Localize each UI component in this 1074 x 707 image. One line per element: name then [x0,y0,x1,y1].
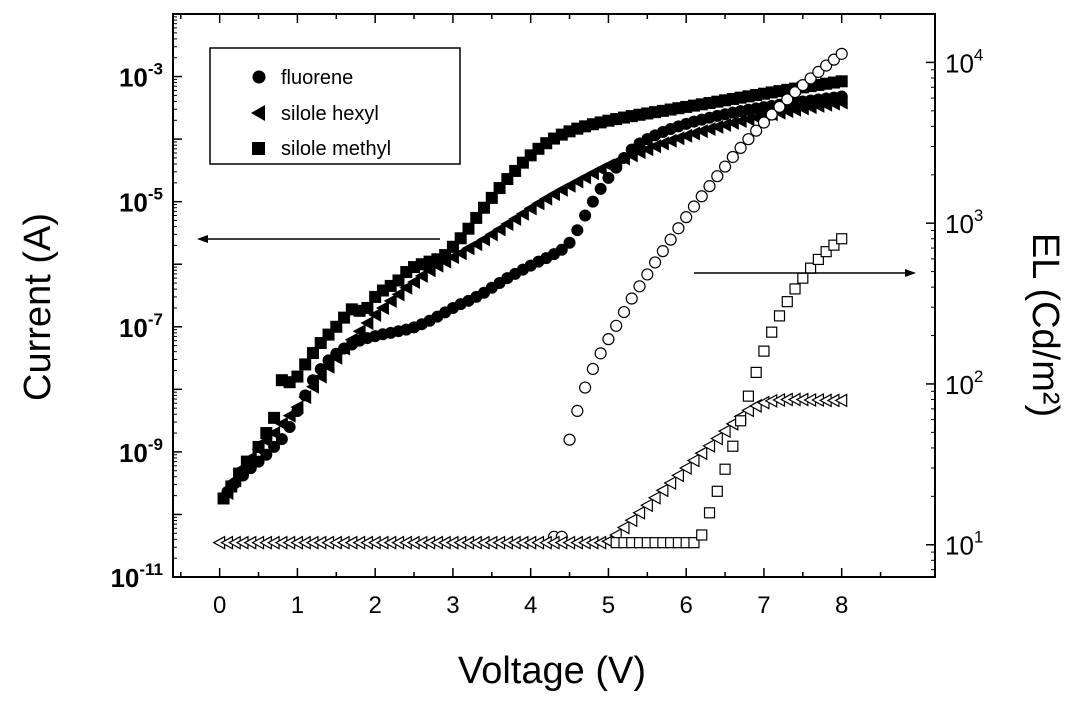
data-point [564,434,575,445]
y-left-tick-label: 10-9 [119,435,163,468]
data-point [767,327,777,337]
data-point [736,416,746,426]
data-point [618,307,629,318]
data-point [580,382,591,393]
data-point [611,320,622,331]
data-point [579,210,591,222]
data-point [697,530,707,540]
data-point [798,273,808,283]
legend-label-silole-methyl: silole methyl [281,138,391,160]
data-point [751,367,761,377]
x-tick-label: 6 [680,592,693,619]
x-tick-label: 2 [368,592,381,619]
y-left-tick-label: 10-11 [110,560,163,593]
data-point [642,269,653,280]
x-tick-label: 7 [757,592,770,619]
data-point [774,311,784,321]
legend-label-silole-hexyl: silole hexyl [281,103,379,125]
data-point [743,391,753,401]
data-point [735,142,746,153]
data-point [665,234,676,245]
data-point [727,151,738,162]
data-point [595,348,606,359]
y-left-tick-label: 10-5 [119,185,163,218]
data-point [603,334,614,345]
y-right-tick-label: 101 [945,528,983,561]
data-point [626,293,637,304]
data-point [260,427,272,439]
data-point [634,281,645,292]
y-right-tick-label: 104 [945,45,983,78]
data-point [253,441,265,453]
data-point [218,492,230,504]
x-tick-label: 0 [213,592,226,619]
data-point [836,75,848,87]
data-point [728,441,738,451]
data-point [688,201,699,212]
legend-marker-fluorene [253,71,266,84]
legend-label-fluorene: fluorene [281,67,353,89]
y-right-tick-label: 103 [945,206,983,239]
series-5 [611,234,846,548]
data-point [291,371,303,383]
y-left-tick-label: 10-3 [119,60,163,93]
x-tick-label: 8 [835,592,848,619]
data-point [225,480,237,492]
x-tick-label: 5 [602,592,615,619]
data-point [837,234,847,244]
data-point [704,181,715,192]
data-point [696,191,707,202]
data-point [782,297,792,307]
data-point [571,224,583,236]
data-point [462,223,474,235]
data-point [712,486,722,496]
x-axis-title: Voltage (V) [458,650,646,692]
data-point [587,363,598,374]
data-point [650,257,661,268]
x-tick-label: 1 [291,592,304,619]
data-point [572,405,583,416]
data-point [657,246,668,257]
data-point [790,284,800,294]
data-point [681,212,692,223]
data-point [241,456,253,468]
y-axis-right-title: EL (Cd/m²) [1024,233,1066,417]
data-point [836,48,847,59]
x-tick-label: 3 [446,592,459,619]
data-point [268,412,280,424]
data-point [233,468,245,480]
x-tick-label: 4 [524,592,537,619]
series-4 [214,394,847,549]
legend-marker-silole-methyl [252,142,265,155]
data-point [564,237,576,249]
data-point [720,161,731,172]
data-point [705,508,715,518]
legend: fluorene silole hexyl silole methyl [210,48,460,164]
data-point [673,223,684,234]
y-axis-left: 10-11 10-9 10-7 10-5 10-3 [110,14,182,593]
y-right-tick-label: 102 [945,367,983,400]
data-point [712,171,723,182]
data-point [759,346,769,356]
data-point [595,183,607,195]
y-axis-left-title: Current (A) [17,213,59,401]
arrow-left-annotation [197,235,440,243]
data-point [361,302,373,314]
data-point [299,358,311,370]
data-point [720,464,730,474]
data-point [587,196,599,208]
y-left-tick-label: 10-7 [119,310,163,343]
